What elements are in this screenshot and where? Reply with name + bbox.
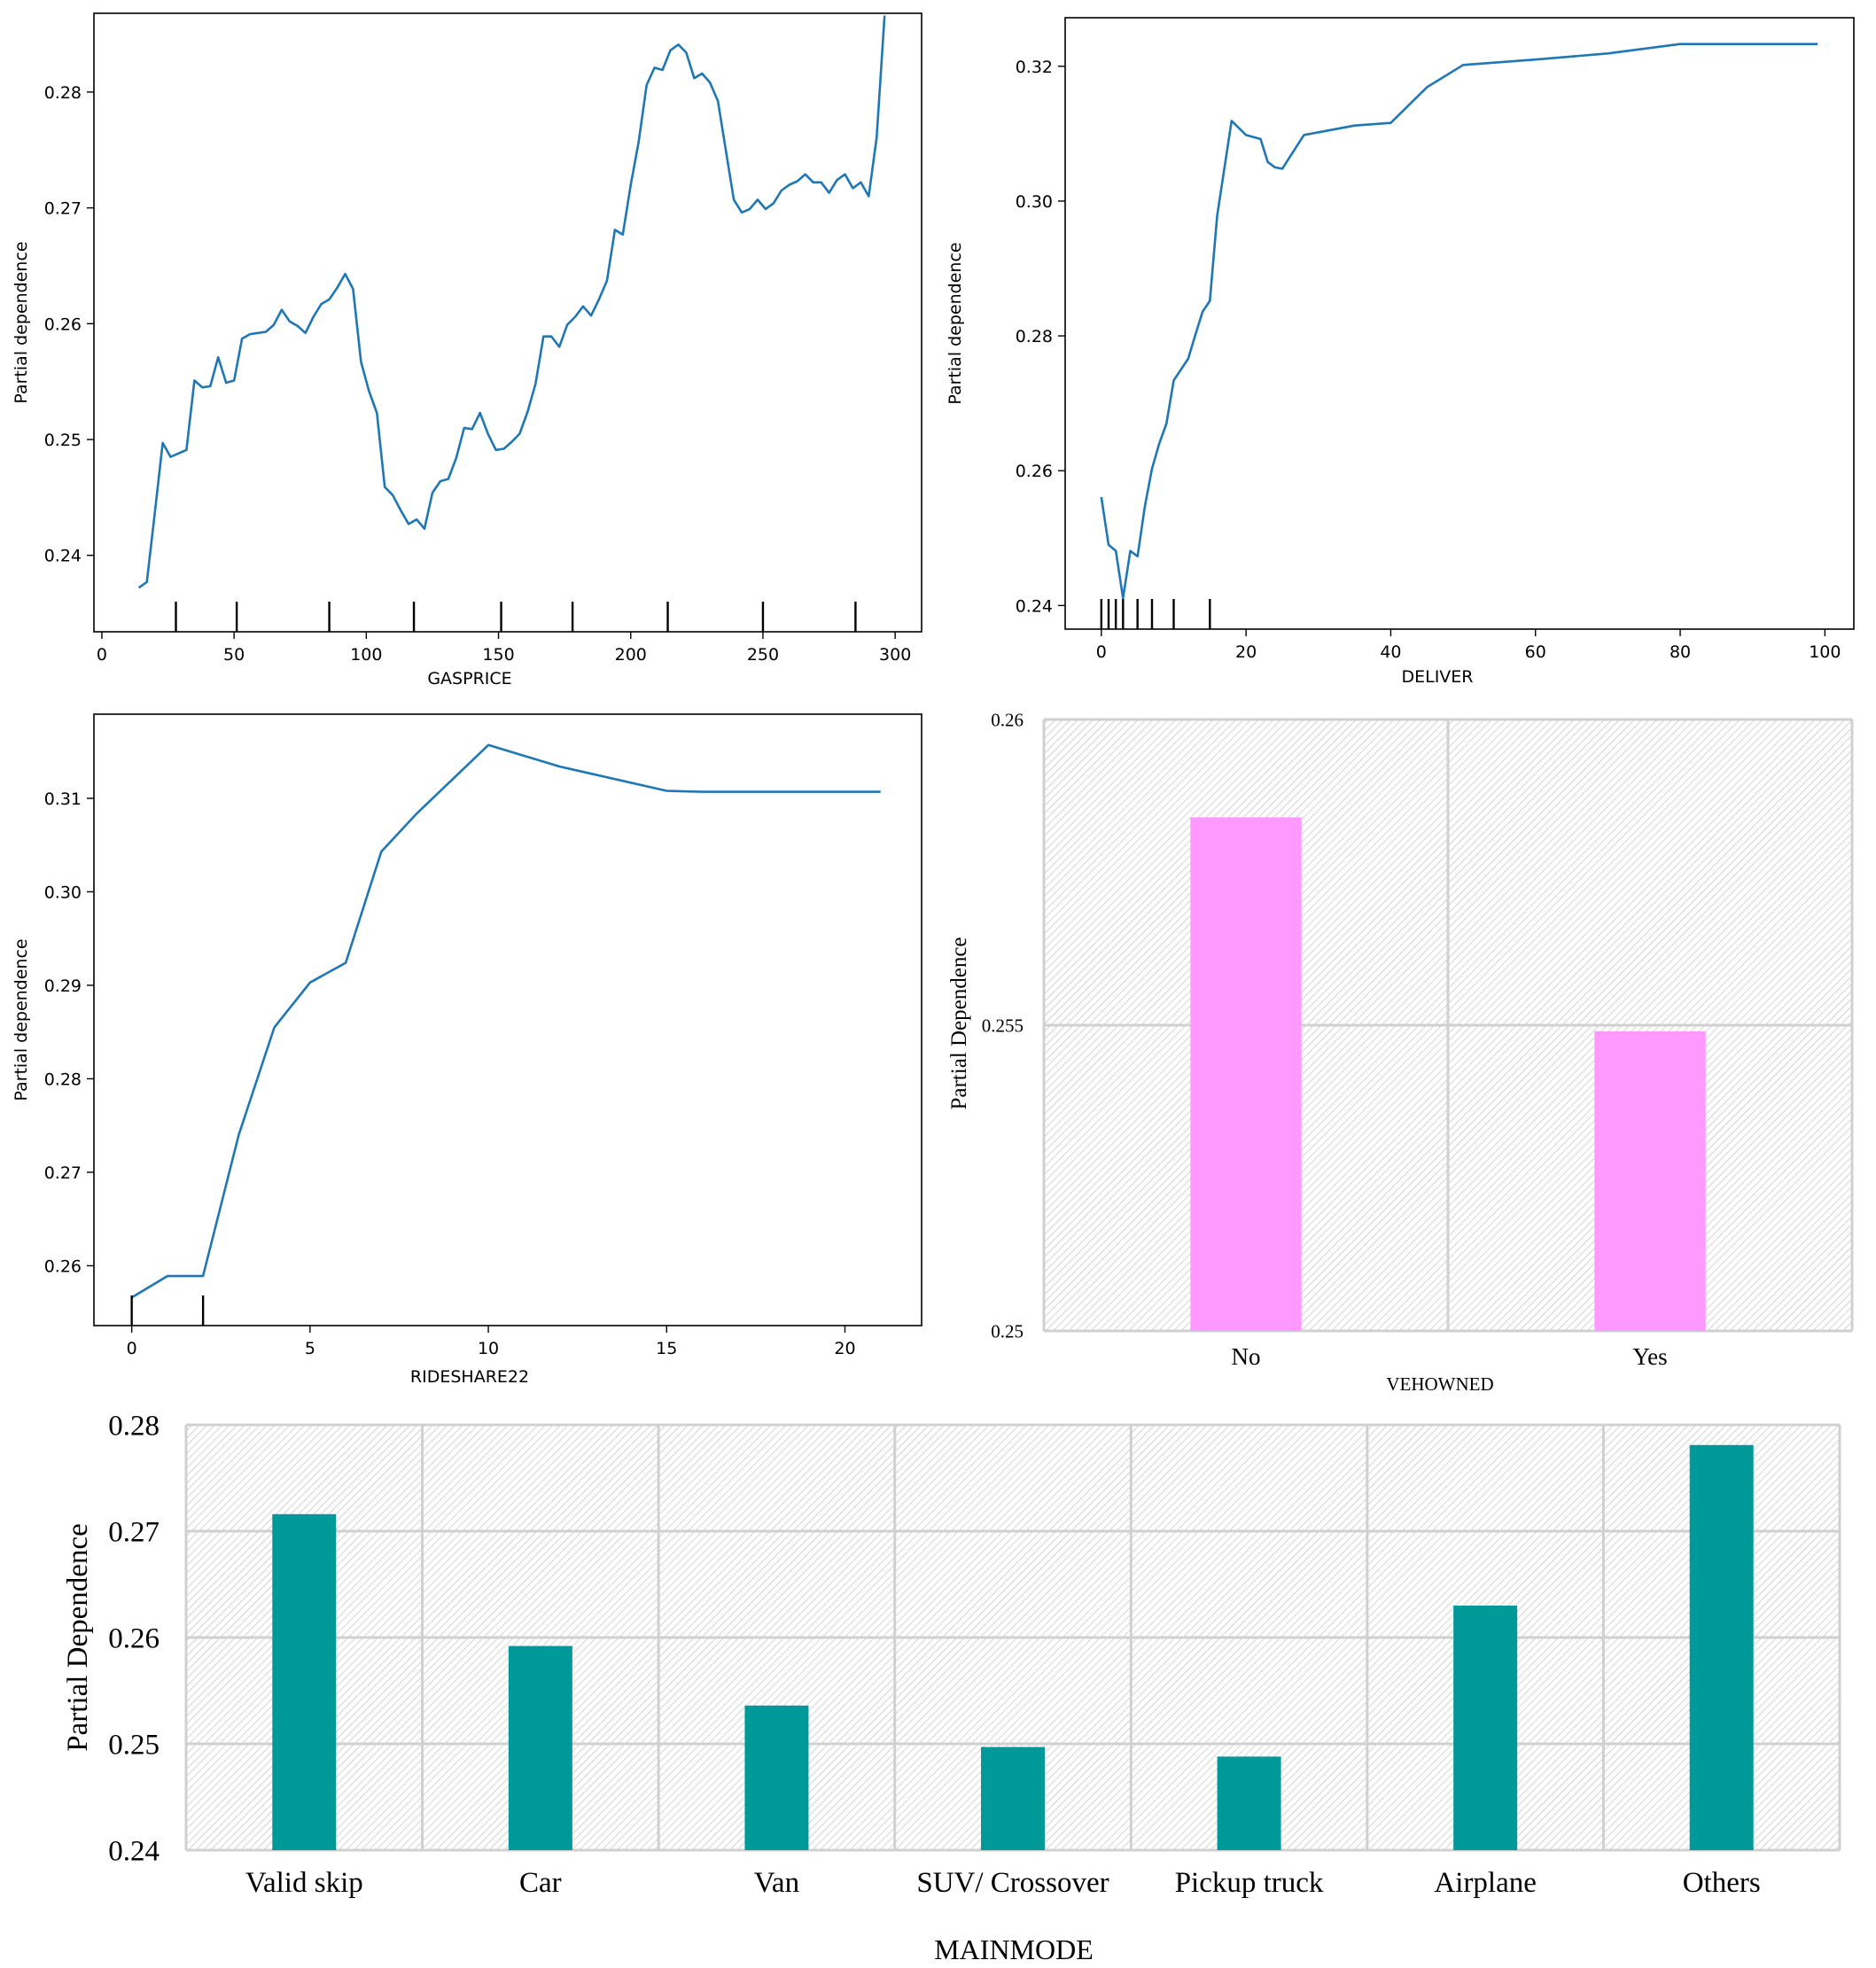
x-tick-label: 100 xyxy=(1809,642,1841,662)
x-tick-label: 10 xyxy=(478,1339,499,1358)
bar xyxy=(1594,1031,1706,1331)
bar xyxy=(1689,1444,1754,1850)
bar xyxy=(981,1746,1045,1850)
x-axis-label: GASPRICE xyxy=(427,669,511,688)
y-tick-label: 0.28 xyxy=(44,1070,82,1089)
y-tick-label: 0.24 xyxy=(44,547,82,566)
chart-vehowned: No Yes 0.25 0.255 0.26 VEHOWNED Partial Depend… xyxy=(947,709,1854,1391)
category-label: No xyxy=(1232,1343,1261,1370)
y-axis-label: Partial dependence xyxy=(12,938,31,1101)
plot-frame xyxy=(93,12,922,633)
category-label: Airplane xyxy=(1434,1867,1536,1899)
x-axis-label: DELIVER xyxy=(1401,667,1473,687)
category-label: Yes xyxy=(1632,1343,1667,1370)
y-axis-label: Partial dependence xyxy=(12,241,31,403)
x-tick-label: 0 xyxy=(1096,642,1107,662)
bar xyxy=(1453,1606,1518,1850)
bar xyxy=(744,1705,809,1850)
x-axis-label: VEHOWNED xyxy=(1386,1373,1493,1391)
x-tick-label: 80 xyxy=(1670,642,1691,662)
y-tick-label: 0.26 xyxy=(1016,462,1053,481)
y-tick-label: 0.28 xyxy=(44,83,82,103)
y-tick-label: 0.27 xyxy=(44,1163,82,1183)
series-line xyxy=(137,15,886,589)
series-line xyxy=(131,743,881,1299)
bar xyxy=(272,1513,337,1850)
bar xyxy=(1217,1756,1281,1850)
x-axis-label: RIDESHARE22 xyxy=(410,1367,529,1387)
y-tick-label: 0.31 xyxy=(44,790,82,809)
y-tick-label: 0.25 xyxy=(991,1320,1024,1342)
y-tick-label: 0.28 xyxy=(1016,327,1053,346)
plot-frame xyxy=(1064,17,1855,630)
category-label: Car xyxy=(519,1867,562,1899)
y-tick-label: 0.25 xyxy=(108,1730,160,1762)
y-tick-label: 0.26 xyxy=(44,1256,82,1276)
y-tick-label: 0.24 xyxy=(1016,596,1053,616)
y-tick-label: 0.27 xyxy=(108,1517,160,1549)
y-tick-label: 0.30 xyxy=(1016,192,1053,212)
y-tick-label: 0.25 xyxy=(44,431,82,450)
x-tick-label: 20 xyxy=(834,1339,855,1358)
chart-rideshare22: 0 5 10 15 20 0.26 0.27 0.28 0.29 0.30 0.31 RIDESHAR… xyxy=(12,713,922,1387)
x-axis-label: MAINMODE xyxy=(934,1933,1094,1965)
chart-gasprice: 0 50 100 150 200 250 300 0.24 0.25 0.26 0.27 0.28 GA… xyxy=(12,12,922,688)
category-label: Others xyxy=(1683,1867,1761,1899)
category-label: SUV/ Crossover xyxy=(916,1867,1109,1899)
y-tick-label: 0.28 xyxy=(108,1411,160,1443)
y-tick-label: 0.27 xyxy=(44,199,82,219)
series-line xyxy=(1100,43,1818,600)
y-tick-label: 0.26 xyxy=(108,1623,160,1655)
y-tick-label: 0.26 xyxy=(991,709,1024,730)
x-tick-label: 40 xyxy=(1380,642,1401,662)
y-axis-label: Partial Dependence xyxy=(62,1523,94,1751)
x-tick-label: 200 xyxy=(615,645,647,665)
y-tick-label: 0.29 xyxy=(44,976,82,996)
y-axis-label: Partial Dependence xyxy=(947,937,971,1109)
y-tick-label: 0.255 xyxy=(982,1015,1024,1036)
chart-mainmode: Valid skip Car Van SUV/ Crossover Pickup tru… xyxy=(62,1411,1841,1965)
category-label: Pickup truck xyxy=(1175,1867,1324,1899)
x-tick-label: 20 xyxy=(1235,642,1257,662)
x-tick-label: 50 xyxy=(223,645,245,665)
chart-deliver: 0 20 40 60 80 100 0.24 0.26 0.28 0.30 0.32 DELIVER P… xyxy=(946,17,1855,687)
y-tick-label: 0.32 xyxy=(1016,58,1053,77)
category-label: Van xyxy=(754,1867,799,1899)
bar xyxy=(1190,817,1302,1331)
y-tick-label: 0.26 xyxy=(44,315,82,334)
y-tick-label: 0.30 xyxy=(44,883,82,902)
x-tick-label: 100 xyxy=(350,645,382,665)
x-tick-label: 250 xyxy=(747,645,779,665)
x-tick-label: 0 xyxy=(97,645,107,665)
y-tick-label: 0.24 xyxy=(108,1836,160,1868)
x-tick-label: 15 xyxy=(656,1339,677,1358)
bar xyxy=(508,1645,572,1850)
x-tick-label: 60 xyxy=(1525,642,1546,662)
x-tick-label: 150 xyxy=(482,645,514,665)
category-label: Valid skip xyxy=(245,1867,363,1899)
x-tick-label: 0 xyxy=(127,1339,137,1358)
x-tick-label: 5 xyxy=(305,1339,315,1358)
plot-frame xyxy=(93,713,922,1326)
x-tick-label: 300 xyxy=(879,645,911,665)
y-axis-label: Partial dependence xyxy=(946,242,965,404)
